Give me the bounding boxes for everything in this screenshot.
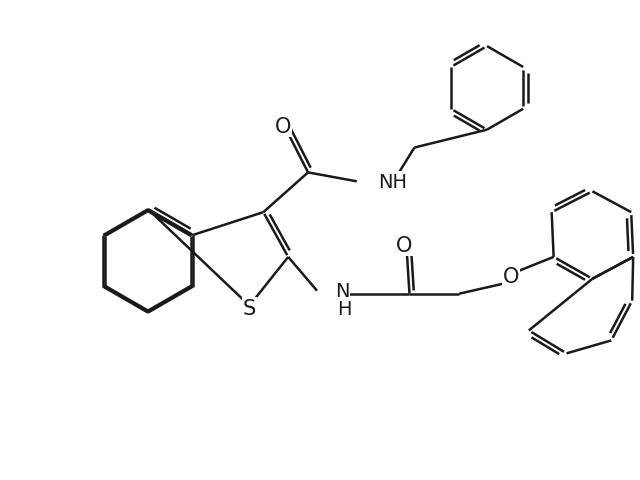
Text: S: S: [243, 298, 256, 318]
Text: O: O: [275, 117, 291, 136]
Text: NH: NH: [378, 172, 406, 192]
Text: H: H: [337, 301, 351, 321]
Text: O: O: [502, 266, 519, 286]
Text: H: H: [337, 300, 351, 318]
Text: O: O: [396, 236, 413, 255]
Text: O: O: [502, 266, 519, 286]
Text: O: O: [396, 236, 413, 255]
Text: N: N: [335, 282, 349, 300]
Text: S: S: [243, 298, 256, 318]
Text: N: N: [335, 282, 349, 300]
Text: NH: NH: [374, 172, 404, 192]
Text: O: O: [275, 117, 291, 136]
